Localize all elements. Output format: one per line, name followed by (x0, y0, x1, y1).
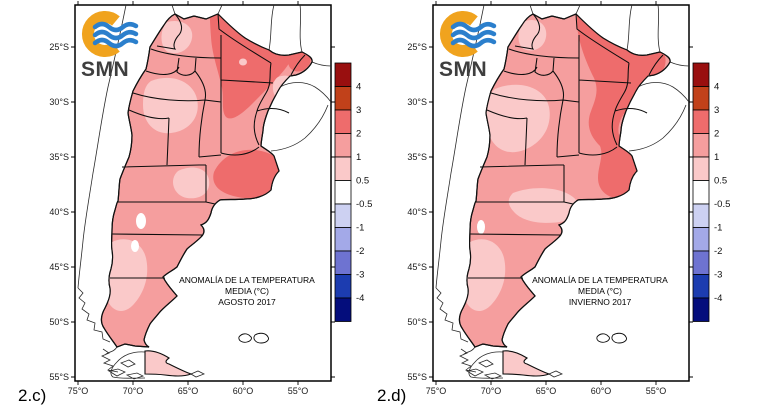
lat-label: 50°S (407, 317, 427, 327)
lat-label: 40°S (49, 207, 69, 217)
caption-line: MEDIA (°C) (225, 286, 269, 296)
smn-logo-text: SMN (81, 58, 129, 81)
colorbar-tick-label: 4 (356, 82, 361, 93)
panel-label: 2.d) (377, 386, 406, 405)
lon-label: 60°O (233, 386, 254, 396)
colorbar-cell (334, 203, 352, 228)
colorbar-cell (334, 274, 352, 299)
colorbar-cell (692, 180, 710, 205)
lat-label: 35°S (407, 152, 427, 162)
smn-logo: SMN (81, 11, 139, 81)
colorbar-cell (334, 297, 352, 322)
caption-line: MEDIA (°C) (578, 286, 622, 296)
colorbar-cell (334, 180, 352, 205)
colorbar-cell (334, 62, 352, 87)
lon-label: 55°O (288, 386, 309, 396)
colorbar-tick-label: 2 (356, 129, 361, 140)
lat-label: 40°S (407, 207, 427, 217)
colorbar-tick-label: -0.5 (714, 199, 730, 210)
colorbar-tick-label: -1 (714, 223, 722, 234)
caption-line: AGOSTO 2017 (218, 297, 276, 307)
lon-label: 75°O (68, 386, 89, 396)
colorbar-cell (692, 203, 710, 228)
colorbar-tick-label: -0.5 (356, 199, 372, 210)
lat-label: 25°S (407, 42, 427, 52)
colorbar-tick-label: -2 (714, 246, 722, 257)
anomaly-spot-neutral-2 (131, 240, 139, 252)
anomaly-spot-chaco (239, 58, 247, 66)
smn-logo: SMN (439, 11, 497, 81)
anomaly-patch-cuyo-05-1 (143, 77, 198, 134)
lat-label: 45°S (407, 262, 427, 272)
anomaly-patch-misiones-2-3 (287, 49, 311, 72)
colorbar-tick-label: -2 (356, 246, 364, 257)
lat-label: 30°S (49, 97, 69, 107)
lon-label: 65°O (536, 386, 557, 396)
lon-label: 70°O (481, 386, 502, 396)
caption-line: ANOMALÍA DE LA TEMPERATURA (532, 275, 668, 285)
lon-label: 60°O (591, 386, 612, 396)
colorbar-tick-label: 3 (356, 105, 361, 116)
colorbar-cell (692, 62, 710, 87)
colorbar-cell (692, 109, 710, 134)
lat-label: 55°S (407, 372, 427, 382)
colorbar-cell (692, 156, 710, 181)
colorbar-tick-label: 1 (356, 152, 361, 163)
logo-waves-icon (450, 21, 497, 49)
colorbar-tick-label: -3 (356, 270, 364, 281)
lon-label: 75°O (426, 386, 447, 396)
logo-waves-icon (92, 21, 139, 49)
caption-line: ANOMALÍA DE LA TEMPERATURA (179, 275, 315, 285)
map-panel-invierno: 25°S 30°S 35°S 40°S 45°S 50°S 55°S 75°O … (407, 0, 730, 396)
colorbar-cell (334, 156, 352, 181)
colorbar-cell (334, 250, 352, 275)
panel-label: 2.c) (18, 386, 46, 405)
colorbar-tick-label: -1 (356, 223, 364, 234)
colorbar-cell (334, 86, 352, 111)
colorbar-tick-label: 1 (714, 152, 719, 163)
anomaly-patch-centralsouth-05-1 (508, 188, 579, 223)
caption-line: INVIERNO 2017 (569, 297, 632, 307)
logo-ring-icon (440, 11, 478, 57)
lon-label: 70°O (123, 386, 144, 396)
colorbar-cell (692, 274, 710, 299)
lat-label: 25°S (49, 42, 69, 52)
colorbar-tick-label: -4 (356, 293, 364, 304)
colorbar-tick-label: 0.5 (714, 176, 727, 187)
lon-label: 65°O (178, 386, 199, 396)
map-panel-agosto: 25°S 30°S 35°S 40°S 45°S 50°S 55°S 75°O … (49, 0, 372, 396)
anomaly-patch-buenosaires-2-3 (213, 149, 284, 199)
colorbar-tick-label: 2 (714, 129, 719, 140)
lat-label: 50°S (49, 317, 69, 327)
colorbar-tick-label: -4 (714, 293, 722, 304)
colorbar-cell (692, 133, 710, 158)
colorbar-cell (334, 109, 352, 134)
colorbar: 4 3 2 1 0.5 -0.5 -1 -2 -3 -4 (334, 62, 372, 322)
colorbar-tick-label: 0.5 (356, 176, 369, 187)
logo-ring-icon (82, 11, 120, 57)
lat-label: 30°S (407, 97, 427, 107)
colorbar-tick-label: 4 (714, 82, 719, 93)
lon-label: 55°O (646, 386, 667, 396)
colorbar-cell (692, 250, 710, 275)
colorbar-tick-label: -3 (714, 270, 722, 281)
colorbar-cell (692, 227, 710, 252)
colorbar: 4 3 2 1 0.5 -0.5 -1 -2 -3 -4 (692, 62, 730, 322)
anomaly-patch-lapampa-05-1 (172, 167, 210, 199)
lat-label: 35°S (49, 152, 69, 162)
colorbar-cell (334, 227, 352, 252)
lat-label: 55°S (49, 372, 69, 382)
colorbar-cell (692, 86, 710, 111)
smn-logo-text: SMN (439, 58, 487, 81)
colorbar-cell (692, 297, 710, 322)
anomaly-spot-neutral-1 (136, 213, 146, 229)
colorbar-cell (334, 133, 352, 158)
lat-label: 45°S (49, 262, 69, 272)
anomaly-spot-neutral-1 (477, 220, 485, 234)
colorbar-tick-label: 3 (714, 105, 719, 116)
